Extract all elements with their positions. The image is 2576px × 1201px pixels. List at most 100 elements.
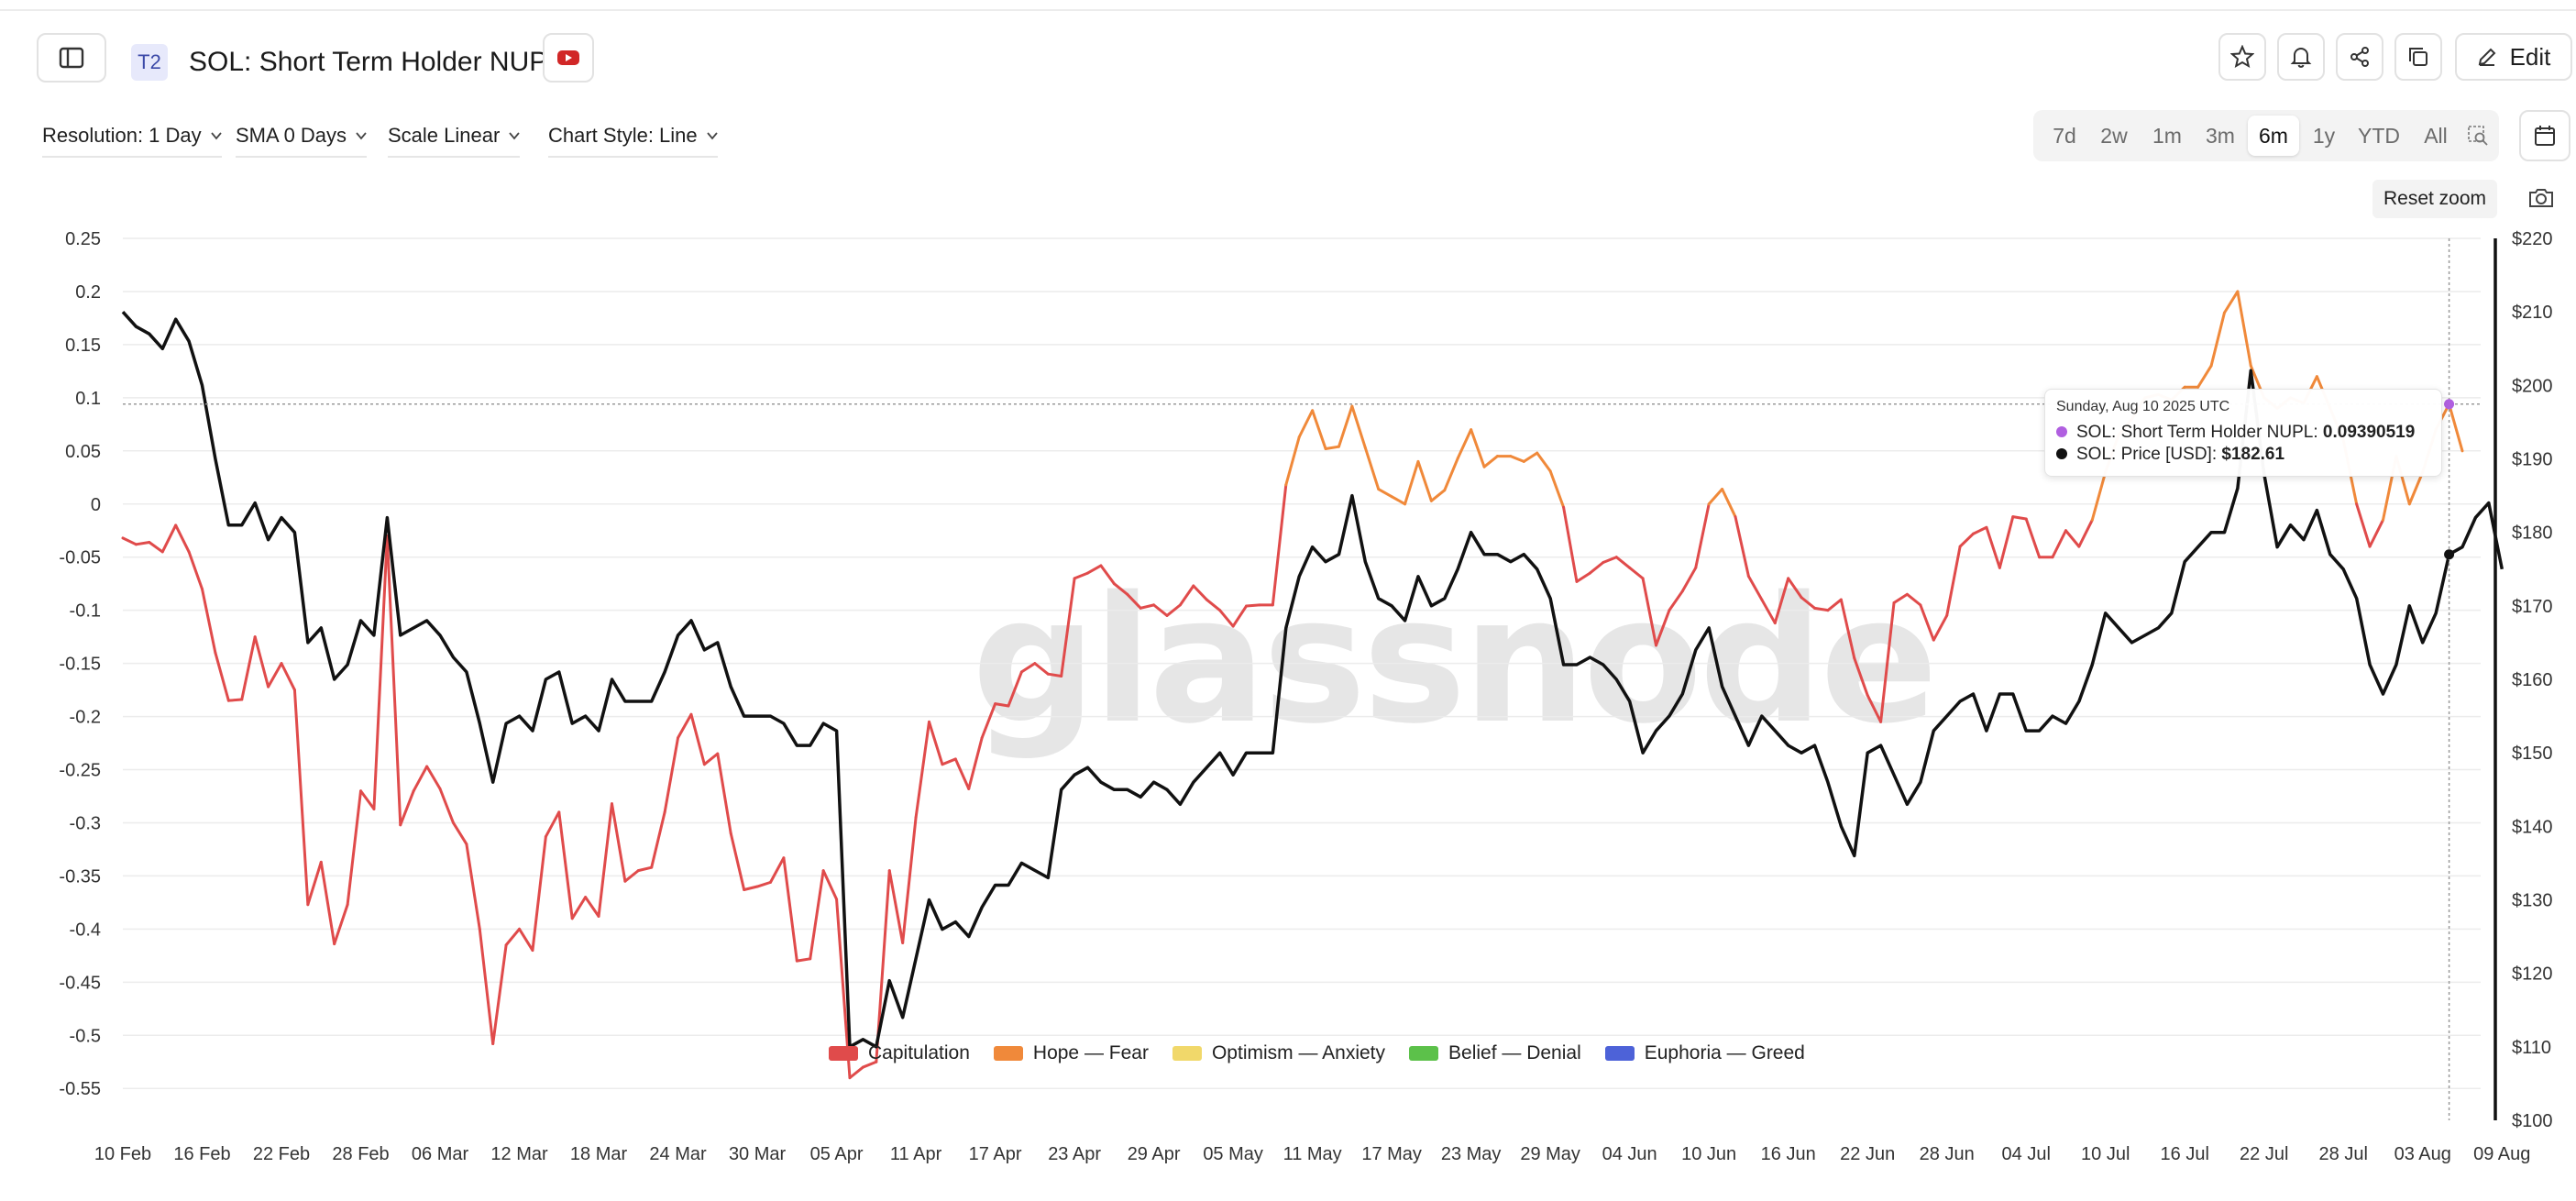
zoom-select-icon bbox=[2468, 126, 2488, 146]
star-icon bbox=[2230, 45, 2254, 69]
y-left-tick-label: -0.55 bbox=[59, 1079, 101, 1099]
x-tick-label: 29 Apr bbox=[1128, 1144, 1181, 1164]
y-right-tick-label: $180 bbox=[2512, 523, 2553, 544]
legend-item-optimism-anxiety[interactable]: Optimism — Anxiety bbox=[1172, 1042, 1385, 1064]
nupl-line-segment bbox=[570, 896, 588, 920]
nupl-line-segment bbox=[1919, 603, 1935, 642]
x-tick-label: 09 Aug bbox=[2473, 1144, 2530, 1164]
y-right-tick-label: $170 bbox=[2512, 597, 2553, 617]
nupl-line-segment bbox=[1205, 598, 1222, 612]
nupl-line-segment bbox=[1377, 488, 1393, 499]
nupl-line-segment bbox=[1839, 598, 1856, 660]
nupl-line-segment bbox=[1046, 672, 1063, 678]
nupl-line-segment bbox=[689, 712, 706, 766]
nupl-line-segment bbox=[821, 869, 839, 901]
resolution-dropdown[interactable]: Resolution: 1 Day bbox=[42, 116, 222, 158]
nupl-line-segment bbox=[597, 802, 613, 918]
y-left-tick-label: -0.05 bbox=[59, 548, 101, 568]
legend-item-hope-fear[interactable]: Hope — Fear bbox=[993, 1042, 1149, 1064]
nupl-line-segment bbox=[465, 843, 481, 931]
range-all[interactable]: All bbox=[2424, 124, 2448, 148]
x-tick-label: 05 Apr bbox=[810, 1144, 864, 1164]
share-button[interactable] bbox=[2336, 33, 2383, 81]
nupl-line-segment bbox=[319, 860, 336, 946]
nupl-line-segment bbox=[214, 651, 230, 702]
resolution-label: Resolution: 1 Day bbox=[42, 124, 202, 147]
calendar-icon bbox=[2535, 126, 2555, 146]
chart-header: T2 SOL: Short Term Holder NUPL bbox=[0, 18, 2576, 101]
legend-swatch bbox=[993, 1046, 1023, 1061]
alert-button[interactable] bbox=[2277, 33, 2325, 81]
chevron-down-icon bbox=[210, 132, 222, 140]
x-tick-label: 06 Mar bbox=[412, 1144, 469, 1164]
screenshot-button[interactable] bbox=[2526, 183, 2556, 213]
nupl-line-segment bbox=[795, 957, 812, 963]
legend-label: Euphoria — Greed bbox=[1644, 1042, 1805, 1063]
y-right-tick-label: $200 bbox=[2512, 376, 2553, 396]
tooltip-date: Sunday, Aug 10 2025 UTC bbox=[2056, 399, 2230, 414]
copy-button[interactable] bbox=[2394, 33, 2442, 81]
x-tick-label: 28 Jun bbox=[1920, 1144, 1975, 1164]
nupl-line-segment bbox=[2209, 311, 2226, 368]
y-left-tick-label: 0.05 bbox=[65, 442, 101, 462]
nupl-marker-dot bbox=[2056, 426, 2067, 437]
calendar-button[interactable] bbox=[2519, 110, 2570, 161]
range-1y[interactable]: 1y bbox=[2312, 124, 2336, 148]
nupl-line-segment bbox=[1019, 662, 1037, 674]
nupl-line-segment bbox=[768, 856, 786, 884]
edit-button[interactable]: Edit bbox=[2455, 33, 2572, 81]
legend-label: Belief — Denial bbox=[1448, 1042, 1581, 1063]
nupl-line-segment bbox=[544, 810, 561, 839]
x-tick-label: 30 Mar bbox=[729, 1144, 787, 1164]
scale-dropdown[interactable]: Scale Linear bbox=[388, 116, 521, 158]
nupl-line-segment bbox=[1073, 571, 1090, 580]
legend-item-euphoria-greed[interactable]: Euphoria — Greed bbox=[1604, 1042, 1805, 1064]
nupl-line-segment bbox=[1324, 445, 1340, 450]
nupl-line-segment bbox=[451, 821, 468, 846]
range-ytd[interactable]: YTD bbox=[2358, 124, 2400, 148]
youtube-button[interactable] bbox=[543, 33, 594, 83]
nupl-line-segment bbox=[1972, 525, 1988, 535]
nupl-line-segment bbox=[1007, 670, 1023, 708]
y-right-tick-label: $140 bbox=[2512, 817, 2553, 837]
chart-controls: Resolution: 1 Day SMA 0 Days Scale Linea… bbox=[0, 110, 2576, 165]
y-right-tick-label: $220 bbox=[2512, 229, 2553, 249]
reset-zoom-button[interactable]: Reset zoom bbox=[2372, 180, 2497, 218]
nupl-line-segment bbox=[1536, 451, 1552, 473]
x-tick-label: 05 May bbox=[1203, 1144, 1263, 1164]
chart-style-dropdown[interactable]: Chart Style: Line bbox=[548, 116, 718, 158]
price-marker-dot bbox=[2056, 448, 2067, 459]
range-3m[interactable]: 3m bbox=[2206, 124, 2235, 148]
x-tick-label: 17 May bbox=[1361, 1144, 1422, 1164]
y-left-tick-label: 0.2 bbox=[75, 282, 101, 303]
range-1m[interactable]: 1m bbox=[2152, 124, 2182, 148]
y-right-tick-label: $190 bbox=[2512, 450, 2553, 470]
range-6m[interactable]: 6m bbox=[2248, 116, 2299, 156]
nupl-line-segment bbox=[1879, 601, 1896, 723]
x-tick-label: 16 Feb bbox=[173, 1144, 230, 1164]
favorite-button[interactable] bbox=[2218, 33, 2266, 81]
nupl-line-segment bbox=[1668, 589, 1684, 612]
x-tick-label: 10 Jun bbox=[1681, 1144, 1736, 1164]
legend-item-belief-denial[interactable]: Belief — Denial bbox=[1409, 1042, 1581, 1064]
hover-tooltip: Sunday, Aug 10 2025 UTC SOL: Short Term … bbox=[2044, 389, 2442, 477]
nupl-line-segment bbox=[1985, 525, 2001, 569]
nupl-line-segment bbox=[650, 810, 666, 869]
nupl-line-segment bbox=[385, 534, 402, 827]
copy-icon bbox=[2409, 48, 2427, 66]
x-tick-label: 10 Jul bbox=[2081, 1144, 2130, 1164]
sma-dropdown[interactable]: SMA 0 Days bbox=[236, 116, 368, 158]
range-2w[interactable]: 2w bbox=[2100, 124, 2128, 148]
y-left-tick-label: -0.25 bbox=[59, 761, 101, 781]
legend-item-capitulation[interactable]: Capitulation bbox=[829, 1042, 970, 1064]
price-hover-marker bbox=[2444, 549, 2455, 560]
sidebar-toggle-button[interactable] bbox=[37, 33, 106, 83]
nupl-line-segment bbox=[1548, 469, 1566, 509]
range-7d[interactable]: 7d bbox=[2053, 124, 2076, 148]
nupl-line-segment bbox=[557, 810, 574, 920]
nupl-line-segment bbox=[253, 635, 270, 689]
x-tick-label: 28 Feb bbox=[332, 1144, 389, 1164]
zoom-select-button[interactable] bbox=[2460, 116, 2495, 156]
nupl-line-segment bbox=[1654, 609, 1671, 647]
